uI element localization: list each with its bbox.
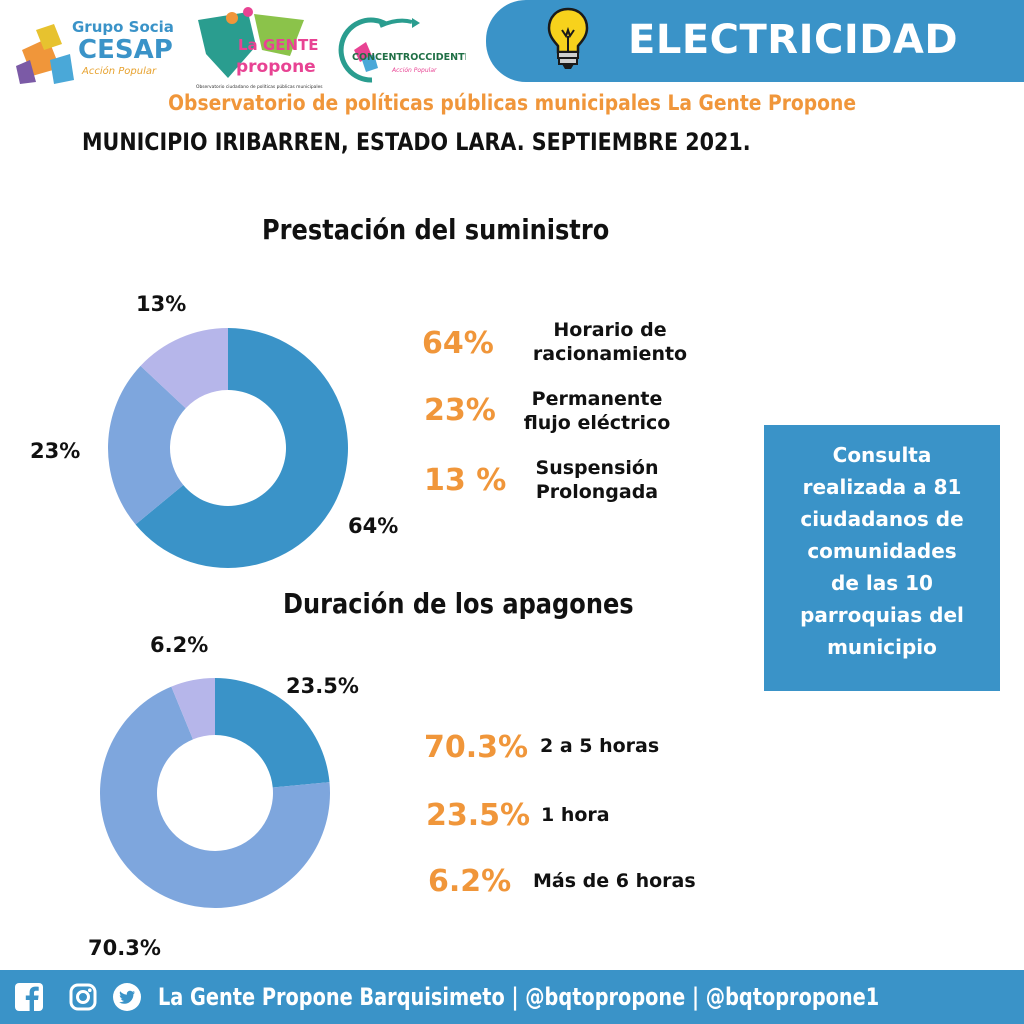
cesap-logo: Grupo Social CESAP Acción Popular — [16, 18, 174, 84]
facebook-icon[interactable] — [14, 982, 44, 1012]
chart1-slice-0 — [135, 328, 348, 568]
lgp-logo-line1: La GENTE — [238, 36, 319, 54]
lgp-logo-line2: propone — [236, 57, 316, 77]
chart2-title: Duración de los apagones — [283, 587, 634, 620]
chart1-legend-label-2: Suspensión Prolongada — [497, 456, 697, 504]
footer-social-handles: La Gente Propone Barquisimeto | @bqtopro… — [158, 983, 880, 1011]
concentro-logo-line1: CONCENTROCCIDENTE — [352, 52, 466, 63]
chart2-donut — [100, 678, 330, 908]
chart1-legend-label-0-line2: racionamiento — [532, 343, 688, 365]
info-line-3: ciudadanos de — [800, 507, 964, 531]
chart1-legend-value-0: 64% — [422, 326, 494, 361]
chart2-legend-value-2: 6.2% — [428, 864, 512, 899]
banner-title: ELECTRICIDAD — [628, 17, 959, 63]
chart2-data-label-1: 70.3% — [88, 936, 161, 960]
chart2-slice-1 — [100, 686, 330, 908]
info-line-5: de las 10 — [831, 571, 933, 595]
partner-logos: Grupo Social CESAP Acción Popular La GEN… — [14, 6, 474, 92]
cesap-logo-line3: Acción Popular — [81, 65, 157, 77]
chart2-legend-value-0: 70.3% — [424, 730, 529, 765]
la-gente-propone-logo: La GENTE propone Observatorio ciudadano … — [196, 7, 323, 90]
chart1-legend-label-1-line2: flujo eléctrico — [523, 412, 671, 434]
chart1-donut — [108, 328, 348, 568]
chart2-data-label-2: 6.2% — [150, 633, 209, 657]
instagram-icon[interactable] — [68, 982, 98, 1012]
chart1-legend-label-1-line1: Permanente — [531, 388, 663, 410]
info-line-6: parroquias del — [800, 603, 964, 627]
chart2-legend-label-1: 1 hora — [541, 804, 610, 826]
chart2-legend-label-2: Más de 6 horas — [533, 870, 696, 892]
chart1-data-label-2: 13% — [136, 292, 187, 316]
info-line-2: realizada a 81 — [802, 475, 962, 499]
chart1-legend-label-0-line1: Horario de — [553, 319, 667, 341]
chart1-legend-label-2-line2: Prolongada — [535, 481, 659, 503]
chart1-legend-label-0: Horario de racionamiento — [510, 318, 710, 366]
page-subtitle: MUNICIPIO IRIBARREN, ESTADO LARA. SEPTIE… — [82, 128, 751, 156]
chart1-data-label-1: 23% — [30, 439, 81, 463]
chart1-slice-1 — [108, 365, 186, 525]
twitter-icon[interactable] — [112, 982, 142, 1012]
survey-info-box: Consulta realizada a 81 ciudadanos de co… — [764, 425, 1000, 691]
chart1-data-label-0: 64% — [348, 514, 399, 538]
lightbulb-icon — [547, 7, 589, 69]
cesap-logo-line1: Grupo Social — [72, 18, 174, 36]
info-line-1: Consulta — [832, 443, 932, 467]
concentro-logo-line2: Acción Popular — [391, 67, 437, 74]
footer-bar: La Gente Propone Barquisimeto | @bqtopro… — [0, 970, 1024, 1024]
cesap-logo-line2: CESAP — [78, 35, 173, 65]
info-line-4: comunidades — [807, 539, 957, 563]
chart1-title: Prestación del suministro — [262, 213, 610, 246]
chart2-slice-2 — [171, 678, 215, 740]
chart2-slice-0 — [215, 678, 330, 788]
lgp-logo-line3: Observatorio ciudadano de políticas públ… — [196, 83, 323, 90]
chart2-legend-label-0: 2 a 5 horas — [540, 735, 660, 757]
chart1-legend-label-1: Permanente flujo eléctrico — [497, 387, 697, 435]
concentroccidente-logo: CONCENTROCCIDENTE Acción Popular — [338, 17, 466, 83]
chart1-legend-value-2: 13 % — [424, 463, 507, 498]
chart2-data-label-0: 23.5% — [286, 674, 359, 698]
info-line-7: municipio — [827, 635, 937, 659]
chart2-legend-value-1: 23.5% — [426, 798, 531, 833]
topic-banner: ELECTRICIDAD — [486, 0, 1024, 82]
chart1-slice-2 — [140, 328, 228, 409]
chart1-legend-label-2-line1: Suspensión — [535, 457, 659, 479]
chart1-legend-value-1: 23% — [424, 393, 496, 428]
observatorio-title: Observatorio de políticas públicas munic… — [168, 91, 857, 115]
